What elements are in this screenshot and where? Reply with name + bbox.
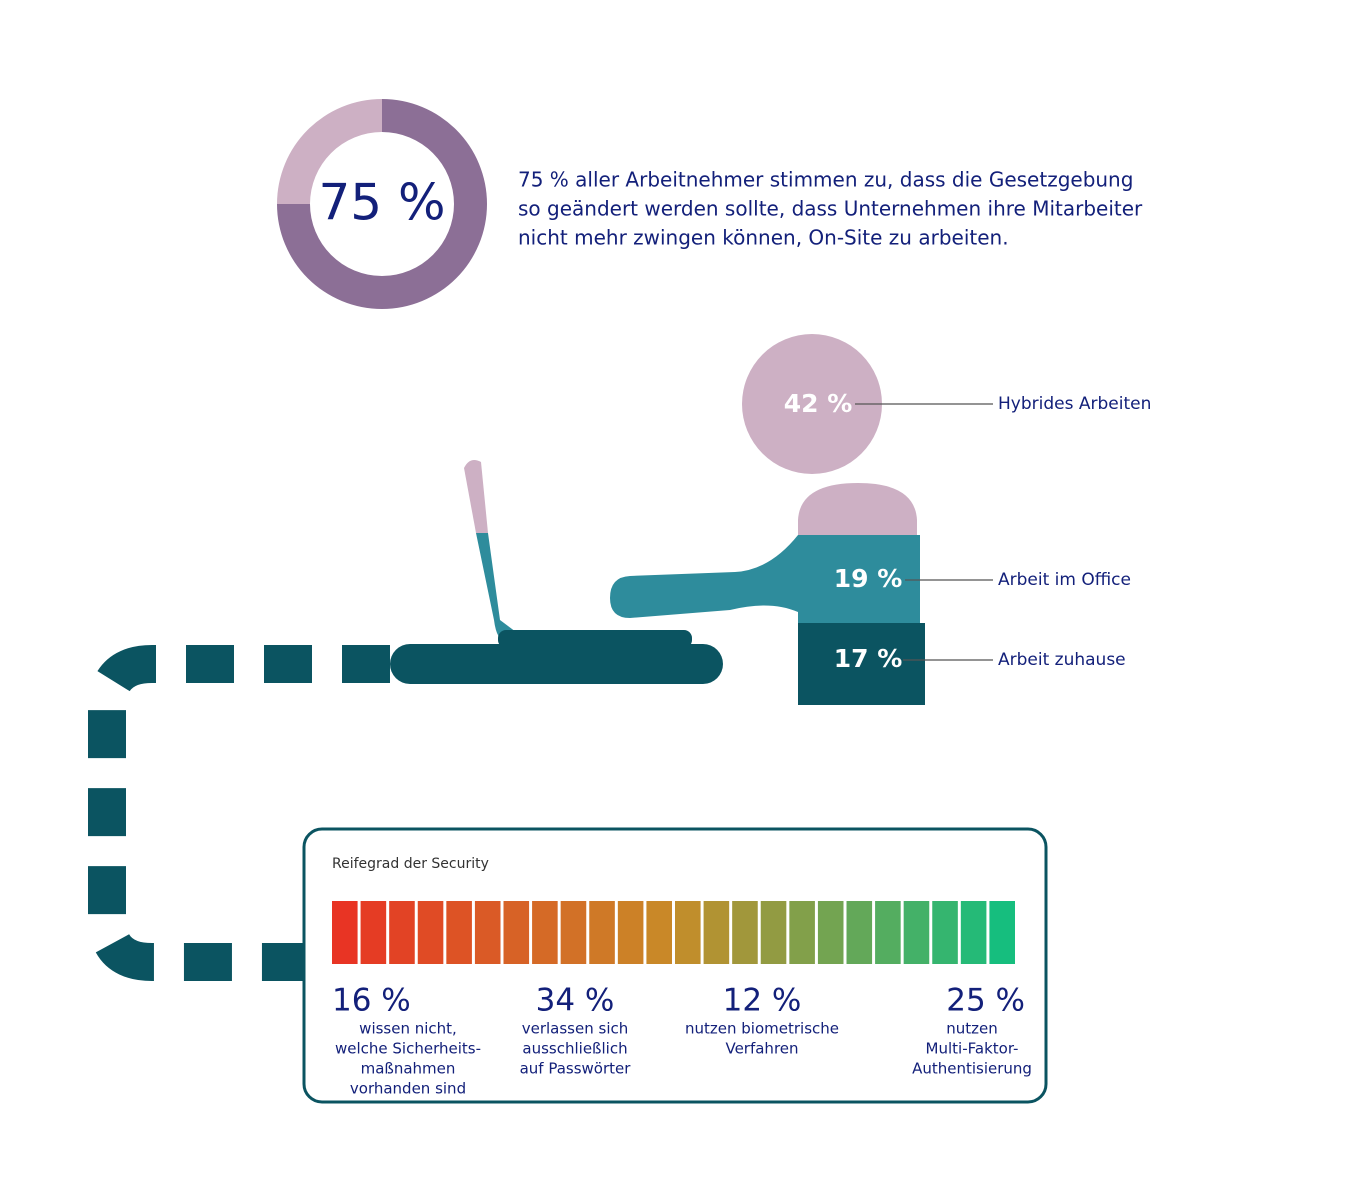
mode-value: 42 % — [784, 389, 853, 418]
maturity-segment — [932, 901, 958, 964]
laptop — [390, 460, 723, 684]
maturity-segment — [446, 901, 472, 964]
maturity-segment — [675, 901, 701, 964]
mode-value: 19 % — [834, 564, 903, 593]
laptop-screen-bottom — [476, 533, 516, 640]
mode-value: 17 % — [834, 644, 903, 673]
stat-text: auf Passwörter — [520, 1060, 632, 1078]
desk — [390, 644, 723, 684]
maturity-segment — [503, 901, 530, 964]
donut-arc — [277, 99, 487, 309]
stat-text: Multi-Faktor- — [926, 1040, 1019, 1058]
maturity-segment — [960, 901, 987, 964]
security-title: Reifegrad der Security — [332, 856, 489, 872]
stat-text: maßnahmen — [361, 1060, 456, 1078]
maturity-segment — [789, 901, 815, 964]
laptop-base — [498, 630, 692, 648]
donut-label: 75 % — [318, 174, 445, 232]
stat-text: welche Sicherheits- — [335, 1040, 481, 1058]
leader-lines — [855, 403, 993, 661]
shoulders — [798, 483, 917, 535]
maturity-segment — [903, 901, 930, 964]
head — [742, 334, 882, 474]
maturity-segment — [760, 901, 787, 964]
maturity-segment — [989, 901, 1015, 964]
maturity-segment — [389, 901, 415, 964]
legs — [798, 623, 925, 705]
stat-text: wissen nicht, — [359, 1020, 457, 1038]
mode-label: Arbeit im Office — [998, 570, 1131, 590]
laptop-screen-top — [464, 460, 488, 533]
maturity-segment — [417, 901, 444, 964]
maturity-segment — [560, 901, 587, 964]
maturity-segment — [360, 901, 387, 964]
stat-value: 16 % — [332, 983, 411, 1019]
stat-text: Verfahren — [725, 1040, 798, 1058]
maturity-segment — [875, 901, 901, 964]
maturity-segment — [474, 901, 501, 964]
stat-value: 12 % — [723, 983, 802, 1019]
torso-arm — [610, 535, 920, 623]
person — [610, 334, 925, 705]
mode-label: Hybrides Arbeiten — [998, 394, 1151, 414]
stat-text: nutzen biometrische — [685, 1020, 839, 1038]
security-box — [302, 827, 1048, 1104]
stat-text: Authentisierung — [912, 1060, 1032, 1078]
maturity-segment — [332, 901, 358, 964]
stat-text: vorhanden sind — [350, 1080, 466, 1098]
maturity-segment — [646, 901, 672, 964]
stat-text: verlassen sich — [522, 1020, 629, 1038]
stat-text: nutzen — [946, 1020, 998, 1038]
intro-text: 75 % aller Arbeitnehmer stimmen zu, dass… — [518, 168, 1133, 192]
mode-label: Arbeit zuhause — [998, 650, 1126, 670]
maturity-segment — [846, 901, 873, 964]
stat-value: 34 % — [536, 983, 615, 1019]
maturity-segment — [532, 901, 558, 964]
maturity-segment — [732, 901, 758, 964]
donut-rest — [277, 99, 382, 204]
dashed-connector — [88, 645, 390, 981]
stat-value: 25 % — [946, 983, 1025, 1019]
intro-text: nicht mehr zwingen können, On-Site zu ar… — [518, 226, 1009, 250]
maturity-segment — [817, 901, 844, 964]
stat-text: ausschließlich — [522, 1040, 627, 1058]
maturity-segment — [589, 901, 615, 964]
maturity-segment — [703, 901, 730, 964]
maturity-segment — [617, 901, 644, 964]
intro-text: so geändert werden sollte, dass Unterneh… — [518, 197, 1143, 221]
